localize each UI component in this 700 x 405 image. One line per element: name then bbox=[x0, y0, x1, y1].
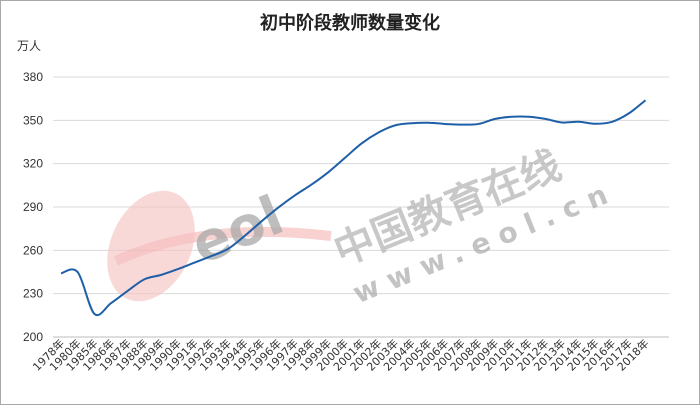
y-tick-label: 350 bbox=[23, 113, 43, 127]
y-tick-label: 320 bbox=[23, 157, 43, 171]
series-line bbox=[60, 99, 647, 317]
chart-title: 初中阶段教师数量变化 bbox=[260, 13, 440, 34]
watermark-logo: eol bbox=[183, 184, 292, 277]
watermark-logo-arc bbox=[113, 226, 332, 266]
y-axis-tick-labels: 200 230 260 290 320 350 380 bbox=[23, 70, 43, 344]
y-tick-label: 380 bbox=[23, 70, 43, 84]
y-tick-label: 260 bbox=[23, 243, 43, 257]
y-tick-label: 200 bbox=[23, 330, 43, 344]
x-axis-tick-labels: 1978年1980年1985年1986年1987年1988年1989年1990年… bbox=[30, 336, 652, 373]
watermark: eol 中国教育在线 www.eol.cn bbox=[107, 143, 621, 310]
y-tick-label: 230 bbox=[23, 287, 43, 301]
series-lines bbox=[60, 99, 647, 317]
y-axis-unit-label: 万人 bbox=[17, 39, 42, 53]
y-tick-label: 290 bbox=[23, 200, 43, 214]
